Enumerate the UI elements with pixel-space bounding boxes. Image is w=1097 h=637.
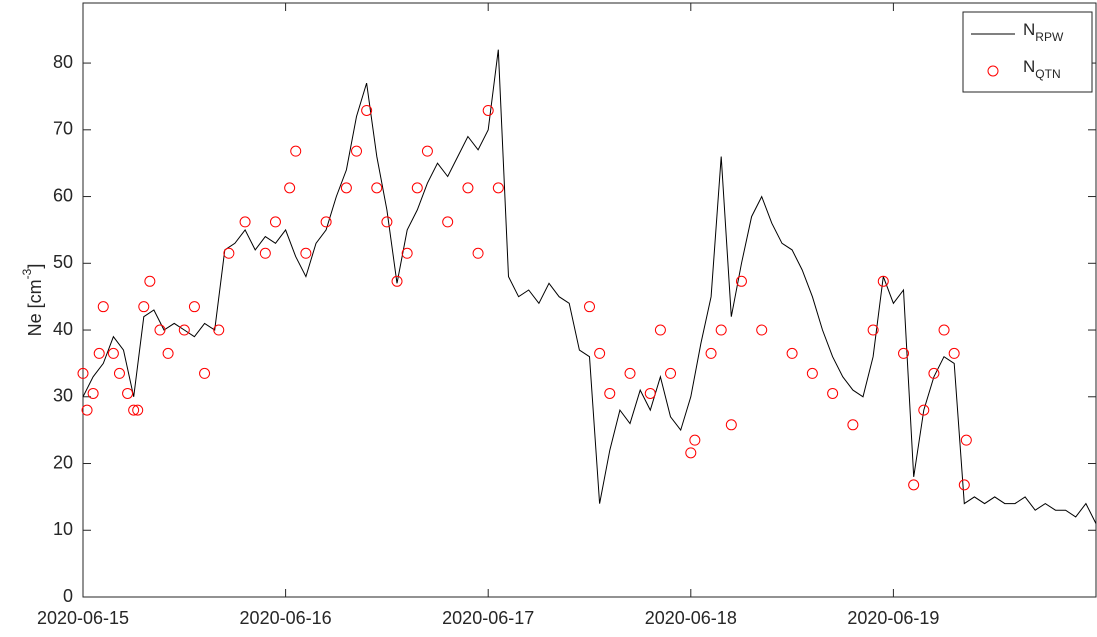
data-point <box>725 419 737 431</box>
data-point <box>665 367 677 379</box>
data-point <box>300 247 312 259</box>
data-point <box>918 404 930 416</box>
data-point <box>87 387 99 399</box>
data-point <box>462 182 474 194</box>
data-point <box>138 301 150 313</box>
data-point <box>199 367 211 379</box>
legend-subscript: RPW <box>1035 30 1064 44</box>
data-point <box>391 275 403 287</box>
data-point <box>594 347 606 359</box>
data-point <box>122 387 134 399</box>
data-point <box>93 347 105 359</box>
y-label-text: Ne [cm <box>25 279 45 336</box>
data-point <box>715 324 727 336</box>
data-point <box>867 324 879 336</box>
y-tick-label: 60 <box>53 185 73 205</box>
data-point <box>756 324 768 336</box>
data-line <box>82 49 1097 524</box>
x-tick-label: 2020-06-15 <box>37 608 129 628</box>
data-point <box>786 347 798 359</box>
data-point <box>644 387 656 399</box>
data-point <box>847 419 859 431</box>
y-tick-label: 50 <box>53 252 73 272</box>
x-tick-label: 2020-06-17 <box>442 608 534 628</box>
data-point <box>77 367 89 379</box>
data-point <box>806 367 818 379</box>
data-point <box>178 324 190 336</box>
data-point <box>654 324 666 336</box>
data-point <box>259 247 271 259</box>
data-point <box>340 182 352 194</box>
data-point <box>162 347 174 359</box>
y-tick-label: 0 <box>63 586 73 606</box>
data-point <box>188 301 200 313</box>
data-point <box>239 216 251 228</box>
data-point <box>81 404 93 416</box>
data-point <box>928 367 940 379</box>
data-point <box>492 182 504 194</box>
y-tick-label: 70 <box>53 119 73 139</box>
plot-frame <box>82 2 1097 598</box>
data-point <box>482 104 494 116</box>
data-point <box>948 347 960 359</box>
data-point <box>411 182 423 194</box>
data-point <box>421 145 433 157</box>
data-point <box>107 347 119 359</box>
data-point <box>960 434 972 446</box>
data-point <box>877 275 889 287</box>
data-point <box>320 216 332 228</box>
y-label-sup: -3 <box>20 268 34 279</box>
legend-name: N <box>1023 57 1035 76</box>
data-point <box>284 182 296 194</box>
x-tick-label: 2020-06-19 <box>847 608 939 628</box>
data-point <box>223 247 235 259</box>
data-point <box>472 247 484 259</box>
data-point <box>269 216 281 228</box>
x-tick-label: 2020-06-16 <box>240 608 332 628</box>
data-point <box>381 216 393 228</box>
data-point <box>735 275 747 287</box>
data-point <box>371 182 383 194</box>
y-axis-label: Ne [cm-3] <box>20 264 45 337</box>
data-point <box>113 367 125 379</box>
y-tick-label: 30 <box>53 386 73 406</box>
data-point <box>958 479 970 491</box>
y-tick-label: 20 <box>53 452 73 472</box>
data-point <box>898 347 910 359</box>
data-point <box>154 324 166 336</box>
data-point <box>685 447 697 459</box>
data-point <box>604 387 616 399</box>
data-point <box>442 216 454 228</box>
y-tick-label: 80 <box>53 52 73 72</box>
legend-label: NQTN <box>1023 57 1061 81</box>
data-point <box>584 301 595 313</box>
data-point <box>401 247 413 259</box>
legend-name: N <box>1023 20 1035 39</box>
data-point <box>213 324 225 336</box>
data-point <box>97 301 109 313</box>
legend-subscript: QTN <box>1035 67 1060 81</box>
x-tick-label: 2020-06-18 <box>645 608 737 628</box>
y-label-suffix: ] <box>25 264 45 269</box>
legend-swatch <box>987 65 999 77</box>
data-point <box>624 367 636 379</box>
data-point <box>290 145 302 157</box>
y-tick-label: 40 <box>53 319 73 339</box>
data-point <box>938 324 950 336</box>
legend-box <box>962 11 1093 93</box>
data-point <box>132 404 144 416</box>
data-point <box>351 145 363 157</box>
data-point <box>689 434 701 446</box>
data-point <box>128 404 140 416</box>
data-point <box>908 479 920 491</box>
data-point <box>827 387 839 399</box>
data-point <box>705 347 717 359</box>
data-point <box>144 275 156 287</box>
y-tick-label: 10 <box>53 519 73 539</box>
data-point <box>361 104 373 116</box>
legend-label: NRPW <box>1023 20 1064 44</box>
